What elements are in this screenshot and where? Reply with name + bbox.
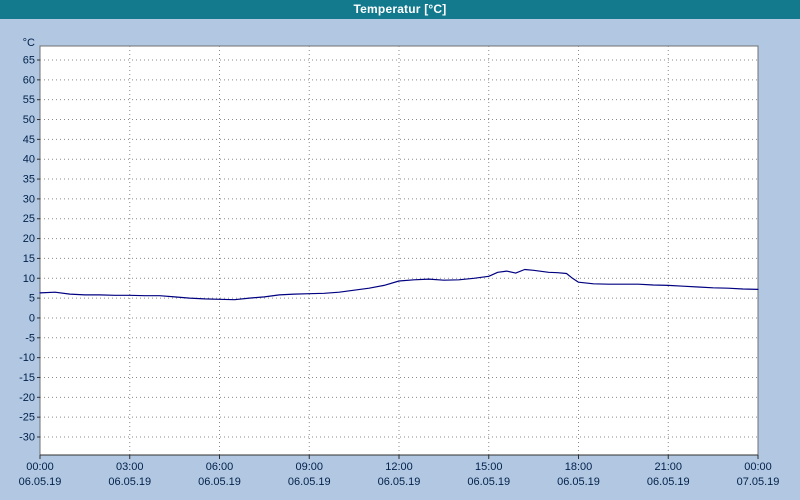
svg-text:09:00: 09:00	[295, 461, 323, 473]
svg-text:50: 50	[23, 114, 35, 126]
svg-text:18:00: 18:00	[565, 461, 593, 473]
svg-text:15:00: 15:00	[475, 461, 503, 473]
svg-text:00:00: 00:00	[744, 461, 772, 473]
svg-text:45: 45	[23, 134, 35, 146]
svg-text:06.05.19: 06.05.19	[467, 476, 510, 488]
svg-text:07.05.19: 07.05.19	[737, 476, 780, 488]
svg-text:35: 35	[23, 174, 35, 186]
svg-text:00:00: 00:00	[26, 461, 54, 473]
svg-text:-5: -5	[25, 332, 35, 344]
svg-text:-20: -20	[19, 392, 35, 404]
svg-text:12:00: 12:00	[385, 461, 413, 473]
svg-text:10: 10	[23, 273, 35, 285]
svg-text:-30: -30	[19, 431, 35, 443]
svg-text:06.05.19: 06.05.19	[557, 476, 600, 488]
window-titlebar: Temperatur [°C]	[0, 0, 800, 19]
svg-text:06.05.19: 06.05.19	[647, 476, 690, 488]
svg-text:06:00: 06:00	[206, 461, 234, 473]
svg-text:30: 30	[23, 193, 35, 205]
svg-text:21:00: 21:00	[654, 461, 682, 473]
svg-text:06.05.19: 06.05.19	[288, 476, 331, 488]
svg-text:20: 20	[23, 233, 35, 245]
svg-text:°C: °C	[23, 37, 35, 49]
chart-area: 65 60 55 50 45 40 35 30 25 20 15 10 5 0 -5 -10 -15 -20 -25…	[0, 19, 800, 500]
svg-text:-10: -10	[19, 352, 35, 364]
svg-text:03:00: 03:00	[116, 461, 144, 473]
window-title: Temperatur [°C]	[353, 2, 447, 16]
svg-text:06.05.19: 06.05.19	[198, 476, 241, 488]
svg-text:5: 5	[29, 293, 35, 305]
svg-text:0: 0	[29, 312, 35, 324]
svg-text:25: 25	[23, 213, 35, 225]
svg-text:-25: -25	[19, 412, 35, 424]
svg-text:40: 40	[23, 154, 35, 166]
temperature-line-chart: 65605550454035302520151050-5-10-15-20-25…	[19, 37, 780, 488]
svg-text:60: 60	[23, 74, 35, 86]
svg-text:65: 65	[23, 55, 35, 67]
svg-text:06.05.19: 06.05.19	[19, 476, 62, 488]
svg-text:06.05.19: 06.05.19	[378, 476, 421, 488]
svg-text:15: 15	[23, 253, 35, 265]
svg-text:06.05.19: 06.05.19	[108, 476, 151, 488]
svg-text:55: 55	[23, 94, 35, 106]
svg-text:-15: -15	[19, 372, 35, 384]
